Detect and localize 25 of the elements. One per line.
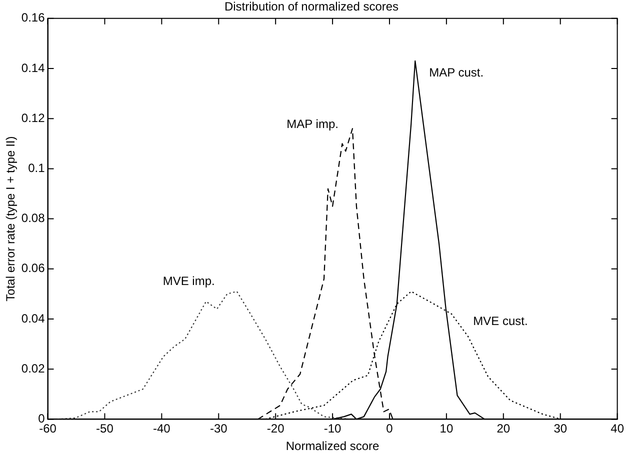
x-tick-label: 30 (554, 422, 568, 436)
y-tick-label: 0.1 (28, 161, 46, 176)
y-tick-label: 0.02 (21, 361, 46, 376)
y-tick-label: 0.16 (21, 10, 46, 25)
y-tick-label: 0.08 (21, 211, 46, 226)
series-label: MAP cust. (429, 65, 484, 80)
y-tick-label: 0.12 (21, 110, 46, 125)
series-label: MAP imp. (286, 116, 338, 131)
x-tick-label: 40 (610, 422, 624, 436)
x-tick-label: -10 (324, 422, 342, 436)
y-axis-title: Total error rate (type I + type II) (4, 136, 18, 302)
y-tick-label: 0.04 (21, 311, 46, 326)
x-tick-label: -50 (96, 422, 114, 436)
y-tick-label: 0.06 (21, 261, 46, 276)
x-tick-label: 0 (386, 422, 394, 436)
x-tick-label: -20 (266, 422, 285, 436)
x-tick-label: 20 (496, 422, 510, 436)
chart-title: Distribution of normalized scores (224, 0, 399, 14)
series-label: MVE imp. (162, 274, 215, 288)
x-tick-label: -40 (153, 422, 171, 436)
series-label: MVE cust. (473, 314, 528, 328)
x-axis-title: Normalized score (286, 439, 380, 454)
x-tick-label: 10 (440, 422, 454, 436)
x-tick-label: -30 (210, 422, 228, 436)
y-tick-label: 0.14 (21, 60, 46, 75)
